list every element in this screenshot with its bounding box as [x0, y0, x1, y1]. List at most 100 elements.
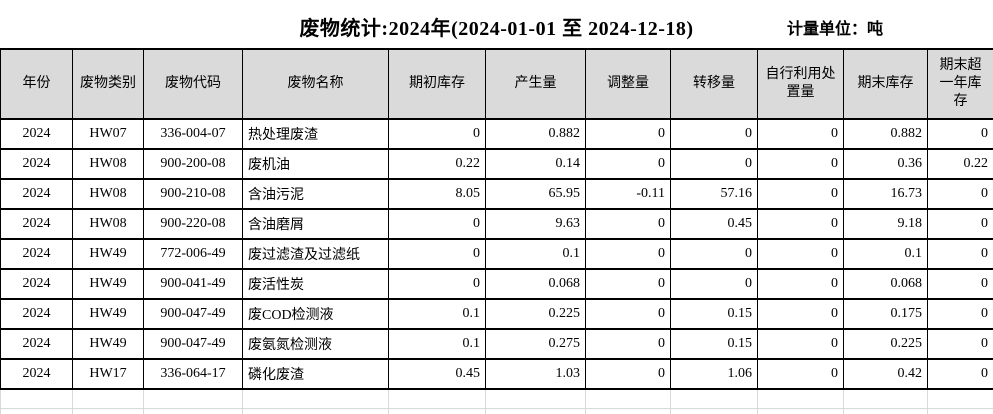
empty-cell[interactable] — [585, 408, 671, 414]
empty-cell[interactable] — [843, 408, 928, 414]
table-cell[interactable]: 2024 — [0, 239, 73, 270]
table-cell[interactable]: 0.175 — [843, 299, 928, 330]
table-cell[interactable]: 9.18 — [843, 209, 928, 240]
table-cell[interactable]: 0 — [670, 269, 758, 300]
table-cell[interactable]: HW49 — [72, 329, 144, 360]
table-cell[interactable]: 0 — [757, 179, 844, 210]
table-cell[interactable]: 0.36 — [843, 149, 928, 180]
table-cell[interactable]: 0.1 — [485, 239, 586, 270]
empty-cell[interactable] — [927, 408, 993, 414]
table-cell[interactable]: 0 — [388, 239, 486, 270]
table-cell[interactable]: 0 — [927, 359, 993, 390]
empty-cell[interactable] — [143, 390, 243, 409]
table-cell[interactable]: 0 — [927, 239, 993, 270]
empty-cell[interactable] — [143, 408, 243, 414]
table-cell[interactable]: 1.03 — [485, 359, 586, 390]
table-cell[interactable]: 2024 — [0, 179, 73, 210]
table-cell[interactable]: 0 — [388, 209, 486, 240]
table-cell[interactable]: 0.1 — [843, 239, 928, 270]
table-cell[interactable]: 336-064-17 — [143, 359, 243, 390]
empty-cell[interactable] — [242, 408, 389, 414]
table-cell[interactable]: 含油污泥 — [242, 179, 389, 210]
table-cell[interactable]: HW49 — [72, 269, 144, 300]
table-cell[interactable]: 0.22 — [927, 149, 993, 180]
table-cell[interactable]: 0.225 — [485, 299, 586, 330]
table-cell[interactable]: 0 — [585, 149, 671, 180]
table-cell[interactable]: 900-200-08 — [143, 149, 243, 180]
table-cell[interactable]: 0 — [757, 209, 844, 240]
table-cell[interactable]: 0 — [585, 239, 671, 270]
table-cell[interactable]: 0 — [927, 299, 993, 330]
table-cell[interactable]: HW49 — [72, 239, 144, 270]
table-cell[interactable]: 0.882 — [843, 119, 928, 150]
table-cell[interactable]: 9.63 — [485, 209, 586, 240]
table-cell[interactable]: 1.06 — [670, 359, 758, 390]
table-cell[interactable]: HW08 — [72, 179, 144, 210]
table-cell[interactable]: HW07 — [72, 119, 144, 150]
table-cell[interactable]: 0 — [670, 149, 758, 180]
empty-cell[interactable] — [670, 408, 758, 414]
empty-cell[interactable] — [757, 390, 844, 409]
table-cell[interactable]: HW49 — [72, 299, 144, 330]
table-cell[interactable]: 2024 — [0, 149, 73, 180]
table-cell[interactable]: 772-006-49 — [143, 239, 243, 270]
table-cell[interactable]: 65.95 — [485, 179, 586, 210]
table-cell[interactable]: 废机油 — [242, 149, 389, 180]
table-cell[interactable]: 2024 — [0, 269, 73, 300]
table-cell[interactable]: HW17 — [72, 359, 144, 390]
table-cell[interactable]: 废COD检测液 — [242, 299, 389, 330]
table-cell[interactable]: 0 — [388, 269, 486, 300]
table-cell[interactable]: 2024 — [0, 329, 73, 360]
table-cell[interactable]: 0 — [757, 359, 844, 390]
table-cell[interactable]: 0 — [585, 359, 671, 390]
table-cell[interactable]: 0.882 — [485, 119, 586, 150]
table-cell[interactable]: 0.068 — [485, 269, 586, 300]
empty-cell[interactable] — [485, 408, 586, 414]
empty-cell[interactable] — [242, 390, 389, 409]
table-cell[interactable]: 0 — [927, 179, 993, 210]
table-cell[interactable]: 900-210-08 — [143, 179, 243, 210]
table-cell[interactable]: 0 — [585, 119, 671, 150]
table-cell[interactable]: 2024 — [0, 209, 73, 240]
table-cell[interactable]: 0 — [388, 119, 486, 150]
table-cell[interactable]: 2024 — [0, 299, 73, 330]
table-cell[interactable]: 0 — [585, 299, 671, 330]
table-cell[interactable]: 0 — [927, 269, 993, 300]
table-cell[interactable]: 0.14 — [485, 149, 586, 180]
empty-cell[interactable] — [843, 390, 928, 409]
table-cell[interactable]: 900-047-49 — [143, 299, 243, 330]
table-cell[interactable]: 0 — [757, 299, 844, 330]
table-cell[interactable]: 废过滤渣及过滤纸 — [242, 239, 389, 270]
empty-cell[interactable] — [388, 408, 486, 414]
table-cell[interactable]: 0 — [757, 149, 844, 180]
table-cell[interactable]: 0 — [670, 239, 758, 270]
empty-cell[interactable] — [670, 390, 758, 409]
table-cell[interactable]: 0 — [757, 239, 844, 270]
table-cell[interactable]: 磷化废渣 — [242, 359, 389, 390]
empty-cell[interactable] — [72, 390, 144, 409]
table-cell[interactable]: 0.15 — [670, 329, 758, 360]
empty-cell[interactable] — [0, 408, 73, 414]
table-cell[interactable]: 336-004-07 — [143, 119, 243, 150]
table-cell[interactable]: 0 — [585, 329, 671, 360]
table-cell[interactable]: 0 — [670, 119, 758, 150]
table-cell[interactable]: HW08 — [72, 209, 144, 240]
table-cell[interactable]: 0 — [927, 119, 993, 150]
empty-cell[interactable] — [927, 390, 993, 409]
table-cell[interactable]: 0.22 — [388, 149, 486, 180]
table-cell[interactable]: 热处理废渣 — [242, 119, 389, 150]
table-cell[interactable]: 0 — [757, 119, 844, 150]
empty-cell[interactable] — [72, 408, 144, 414]
table-cell[interactable]: 8.05 — [388, 179, 486, 210]
table-cell[interactable]: 0.42 — [843, 359, 928, 390]
table-cell[interactable]: 含油磨屑 — [242, 209, 389, 240]
table-cell[interactable]: 0.45 — [388, 359, 486, 390]
table-cell[interactable]: 0.15 — [670, 299, 758, 330]
table-cell[interactable]: 0 — [927, 329, 993, 360]
table-cell[interactable]: 0 — [757, 269, 844, 300]
empty-cell[interactable] — [0, 390, 73, 409]
empty-cell[interactable] — [388, 390, 486, 409]
table-cell[interactable]: 0.275 — [485, 329, 586, 360]
empty-cell[interactable] — [485, 390, 586, 409]
table-cell[interactable]: -0.11 — [585, 179, 671, 210]
